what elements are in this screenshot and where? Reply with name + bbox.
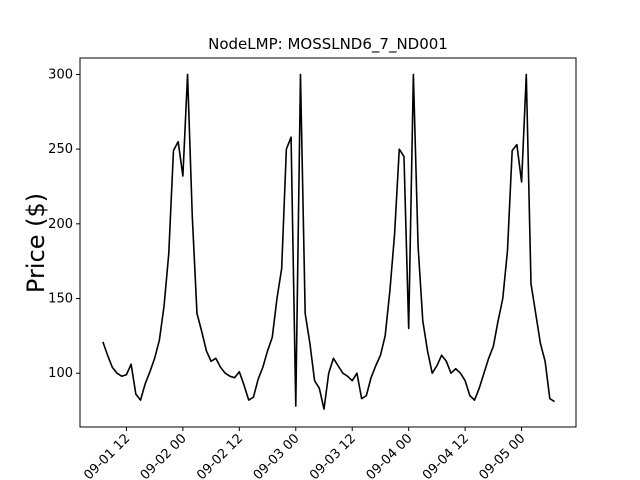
x-tick-label: 09-04 00 <box>364 431 416 480</box>
x-tick-label: 09-04 12 <box>420 431 472 480</box>
y-tick-label: 250 <box>48 142 73 157</box>
x-tick-label: 09-02 00 <box>138 431 190 480</box>
price-line <box>102 73 555 410</box>
y-axis-label: Price ($) <box>22 193 50 293</box>
x-tick-label: 09-05 00 <box>476 431 528 480</box>
x-tick-label: 09-02 12 <box>194 431 246 480</box>
chart-title: NodeLMP: MOSSLND6_7_ND001 <box>208 35 448 54</box>
x-tick-label: 09-03 00 <box>251 431 303 480</box>
y-tick-label: 300 <box>48 67 73 82</box>
x-tick-label: 09-03 12 <box>307 431 359 480</box>
y-tick-label: 200 <box>48 217 73 232</box>
y-tick-label: 100 <box>48 366 73 381</box>
x-tick-label: 09-01 12 <box>81 431 133 480</box>
plot-frame <box>79 57 577 428</box>
y-tick-label: 150 <box>48 292 73 307</box>
